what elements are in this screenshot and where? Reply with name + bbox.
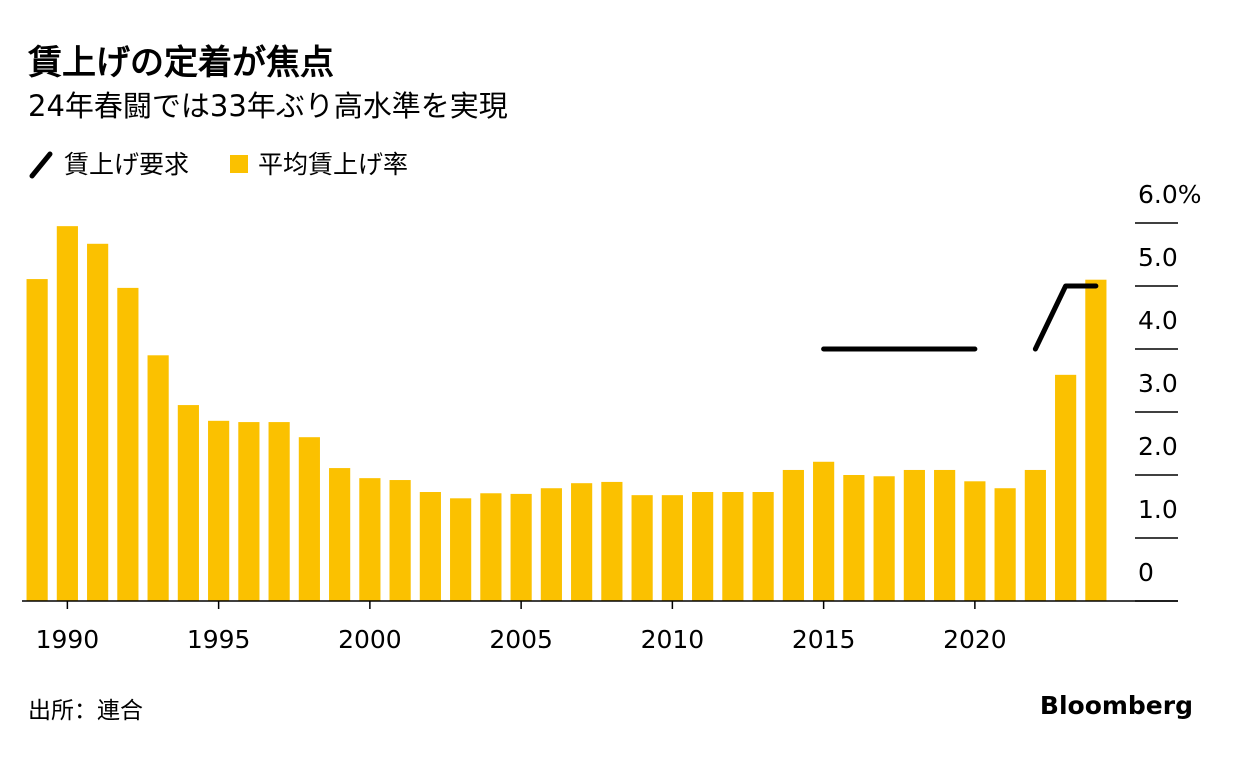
bar — [843, 475, 865, 601]
x-tick-label: 2005 — [489, 625, 553, 654]
bar — [934, 469, 956, 601]
x-tick-label: 2000 — [338, 625, 402, 654]
bar — [117, 287, 139, 601]
y-tick-label: 3.0 — [1138, 369, 1178, 398]
x-tick-label: 2015 — [792, 625, 856, 654]
bar — [510, 493, 532, 601]
bar — [419, 492, 441, 601]
bar — [752, 492, 774, 601]
bar — [359, 478, 381, 601]
bar — [813, 461, 835, 601]
bar — [26, 279, 48, 601]
legend-line-icon — [29, 151, 53, 179]
bar — [631, 495, 653, 601]
bar — [389, 480, 411, 601]
bar — [782, 469, 804, 601]
bar — [1085, 279, 1107, 601]
bar — [56, 226, 78, 601]
bar — [450, 498, 472, 601]
bar — [661, 495, 683, 601]
legend-swatch — [230, 155, 248, 173]
chart-subtitle: 24年春闘では33年ぶり高水準を実現 — [28, 89, 508, 123]
y-tick-label: 5.0 — [1138, 243, 1178, 272]
bar — [873, 476, 895, 601]
y-tick-label: 1.0 — [1138, 495, 1178, 524]
y-tick-label: 2.0 — [1138, 432, 1178, 461]
bar — [480, 493, 502, 601]
bar — [238, 422, 260, 601]
source: 出所：連合 — [28, 698, 143, 724]
y-tick-label: 0 — [1138, 558, 1154, 587]
brand: Bloomberg — [1040, 691, 1193, 720]
bar — [147, 355, 169, 601]
bar — [601, 481, 623, 601]
bar — [298, 437, 320, 601]
bar — [571, 483, 593, 601]
bar — [540, 488, 562, 601]
bar — [1055, 374, 1077, 601]
legend-label: 平均賃上げ率 — [258, 150, 408, 179]
bar — [722, 492, 744, 601]
bar — [329, 468, 351, 601]
bar — [994, 488, 1016, 601]
bar — [903, 469, 925, 601]
bar — [177, 405, 199, 601]
chart-title: 賃上げの定着が焦点 — [27, 43, 334, 83]
x-tick-label: 1995 — [187, 625, 251, 654]
bar — [268, 422, 290, 601]
y-tick-label: 4.0 — [1138, 306, 1178, 335]
bar — [964, 481, 986, 601]
legend-label: 賃上げ要求 — [64, 150, 189, 179]
bar — [1024, 469, 1046, 601]
x-tick-label: 1990 — [36, 625, 100, 654]
bar — [87, 243, 109, 602]
x-tick-label: 2020 — [943, 625, 1007, 654]
x-tick-label: 2010 — [641, 625, 705, 654]
bar — [208, 420, 230, 601]
y-tick-label: 6.0% — [1138, 180, 1202, 209]
line — [821, 283, 1099, 352]
bar — [692, 492, 714, 601]
